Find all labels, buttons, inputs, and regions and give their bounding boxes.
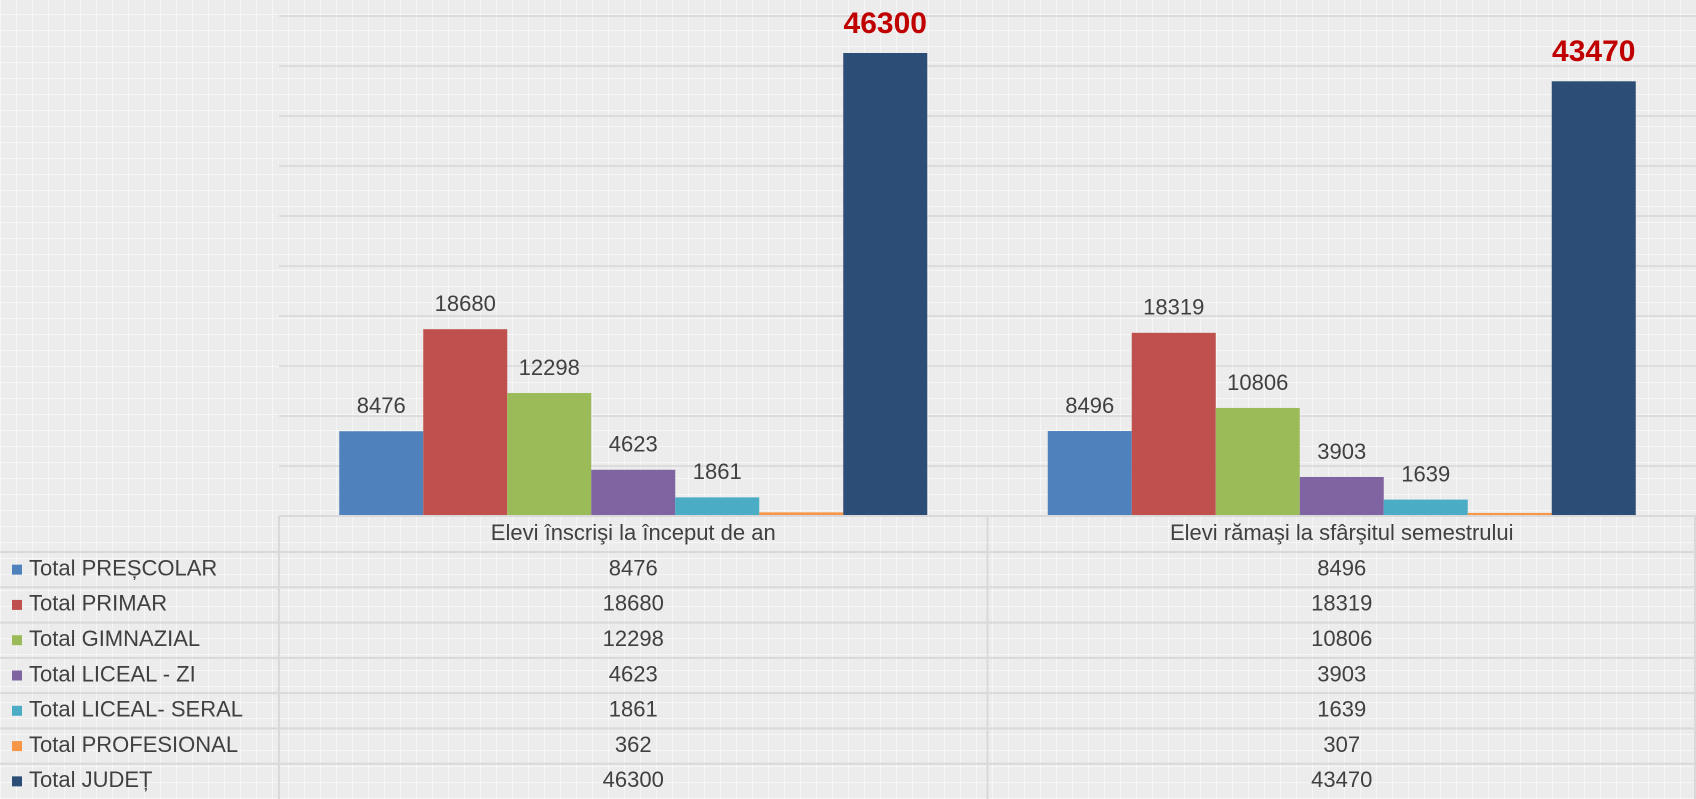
table-cell: 362 [615,732,652,757]
bar [591,469,676,516]
data-label: 12298 [519,355,580,380]
table-cell: 12298 [603,626,664,651]
data-label: 3903 [1317,439,1366,464]
table-cell: 8496 [1317,555,1366,580]
bar [1047,431,1132,516]
legend-swatch [12,741,22,752]
legend-swatch [12,705,22,716]
legend-label: Total PREȘCOLAR [29,555,217,580]
legend-label: Total PROFESIONAL [29,732,238,757]
legend-label: Total LICEAL - ZI [29,661,196,686]
table-cell: 18319 [1311,591,1372,616]
table-cell: 46300 [603,767,664,792]
table-cell: 4623 [609,661,658,686]
bar [1215,407,1300,516]
table-cell: 1861 [609,697,658,722]
bar [339,431,424,516]
table-cell: 1639 [1317,697,1366,722]
legend-label: Total LICEAL- SERAL [29,697,243,722]
legend-label: Total GIMNAZIAL [29,626,200,651]
data-label: 18319 [1143,295,1204,320]
bar [759,512,844,516]
x-tick-label: Elevi înscrişi la început de an [491,520,776,545]
legend-swatch [12,670,22,681]
bar [675,497,760,516]
data-label: 8496 [1065,393,1114,418]
bar [1467,512,1552,516]
x-tick-label: Elevi rămaşi la sfârşitul semestrului [1170,520,1514,545]
data-label: 1639 [1401,461,1450,486]
bar [1383,499,1468,516]
table-cell: 3903 [1317,661,1366,686]
table-cell: 8476 [609,555,658,580]
legend-swatch [12,776,22,787]
data-label: 18680 [435,291,496,316]
legend-swatch [12,599,22,610]
bar [1551,81,1636,517]
legend-swatch [12,635,22,646]
legend-label: Total PRIMAR [29,591,167,616]
legend-label: Total JUDEȚ [29,767,152,792]
bar [1131,332,1216,516]
bar [1299,476,1384,516]
data-label: 1861 [693,459,742,484]
data-label: 4623 [609,432,658,457]
bar [423,329,508,516]
table-cell: 43470 [1311,767,1372,792]
data-label: 43470 [1552,35,1635,68]
table-cell: 18680 [603,591,664,616]
data-label: 8476 [357,393,406,418]
table-cell: 10806 [1311,626,1372,651]
data-label: 46300 [844,7,927,40]
bar [507,393,592,516]
legend-swatch [12,564,22,575]
table-cell: 307 [1323,732,1360,757]
bar [843,53,928,516]
data-label: 10806 [1227,370,1288,395]
